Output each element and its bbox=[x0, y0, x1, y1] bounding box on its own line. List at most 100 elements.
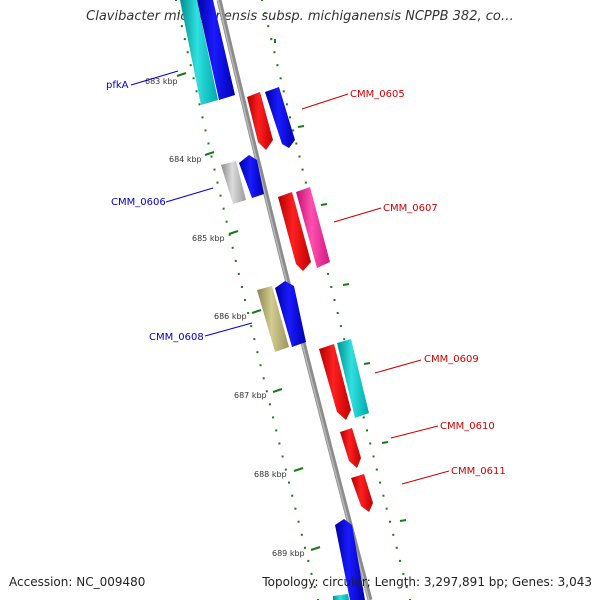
gene-cmm0610-red[interactable] bbox=[340, 428, 361, 468]
track-dot bbox=[288, 481, 290, 484]
gene-label-cmm0608[interactable]: CMM_0608 bbox=[149, 332, 204, 343]
track-dot bbox=[289, 116, 291, 119]
track-dot bbox=[330, 286, 333, 288]
track-dot bbox=[278, 442, 281, 445]
track-dot bbox=[273, 51, 276, 54]
track-dot bbox=[399, 559, 401, 562]
accession-text: Accession: NC_009480 bbox=[9, 575, 146, 589]
track-dot bbox=[259, 364, 262, 367]
track-dot bbox=[336, 312, 339, 314]
gene-label-cmm0611[interactable]: CMM_0611 bbox=[451, 466, 506, 477]
track-dot bbox=[297, 520, 300, 523]
gene-labels: pfkA CMM_0605 CMM_0606 CMM_0607 CMM_0608… bbox=[106, 80, 506, 477]
gene-cmm0605-blue[interactable] bbox=[265, 87, 295, 148]
track-dot bbox=[369, 442, 372, 445]
track-dot bbox=[281, 455, 284, 458]
track-dot bbox=[222, 207, 225, 210]
track-dot bbox=[339, 325, 342, 328]
gene-cmm0608-blue[interactable] bbox=[275, 281, 306, 347]
kbp-label: 684 kbp bbox=[169, 155, 202, 164]
gene-label-pfkA[interactable]: pfkA bbox=[106, 80, 129, 91]
track-dot bbox=[310, 572, 313, 575]
track-dot bbox=[264, 12, 267, 14]
gene-cmm0605-red[interactable] bbox=[247, 92, 273, 150]
kbp-tick bbox=[310, 546, 321, 551]
left-track bbox=[175, 0, 319, 600]
gene-cmm0612-blue[interactable] bbox=[335, 519, 365, 600]
track-dot bbox=[216, 181, 219, 184]
gene-cmm0609-cyan[interactable] bbox=[337, 339, 369, 418]
kbp-tick bbox=[176, 72, 187, 77]
gene-pfkA-cyan[interactable] bbox=[180, 0, 218, 105]
track-dot bbox=[262, 377, 265, 380]
track-dot bbox=[395, 546, 398, 549]
right-ticks bbox=[274, 39, 407, 522]
track-dot bbox=[385, 507, 388, 510]
kbp-label: 686 kbp bbox=[214, 312, 247, 321]
track-dot bbox=[343, 338, 346, 341]
gene-bottom-cyan[interactable] bbox=[333, 594, 349, 600]
track-dot bbox=[201, 116, 204, 119]
gene-label-cmm0606[interactable]: CMM_0606 bbox=[111, 197, 166, 208]
gene-cmm0606-gray[interactable] bbox=[221, 161, 246, 204]
kbp-tick bbox=[228, 230, 239, 235]
gene-cmm0607-magenta[interactable] bbox=[296, 187, 330, 268]
track-dot bbox=[231, 246, 234, 249]
kbp-tick bbox=[251, 309, 262, 314]
track-dot bbox=[333, 299, 336, 301]
track-dot bbox=[301, 168, 304, 171]
track-dot bbox=[270, 38, 273, 41]
track-dot bbox=[295, 142, 298, 145]
kbp-label: 683 kbp bbox=[145, 77, 178, 86]
track-dot bbox=[327, 272, 330, 275]
track-dot bbox=[268, 403, 271, 406]
kbp-tick bbox=[204, 151, 215, 156]
track-dot bbox=[379, 481, 382, 484]
track-dot bbox=[292, 129, 295, 132]
track-dot bbox=[300, 533, 303, 536]
track-dot bbox=[250, 325, 253, 328]
track-dot bbox=[261, 0, 263, 1]
kbp-tick bbox=[272, 388, 283, 393]
kbp-label: 685 kbp bbox=[192, 234, 225, 243]
gene-cmm0609-red[interactable] bbox=[319, 344, 351, 420]
track-dot bbox=[279, 77, 282, 80]
track-dot bbox=[405, 586, 408, 588]
track-dot bbox=[267, 25, 270, 28]
gene-cmm0607-red[interactable] bbox=[278, 192, 311, 271]
track-dot bbox=[207, 142, 210, 145]
gene-label-cmm0605[interactable]: CMM_0605 bbox=[350, 89, 405, 100]
track-dot bbox=[285, 103, 288, 106]
gene-cmm0608-olive[interactable] bbox=[257, 286, 289, 352]
gene-label-cmm0609[interactable]: CMM_0609 bbox=[424, 354, 479, 365]
track-dot bbox=[382, 494, 385, 497]
track-dot bbox=[392, 533, 395, 536]
track-dot bbox=[275, 429, 278, 432]
gene-pfkA-blue[interactable] bbox=[197, 0, 235, 100]
kbp-label: 688 kbp bbox=[254, 470, 287, 479]
kbp-label: 687 kbp bbox=[234, 391, 267, 400]
track-dot bbox=[362, 416, 365, 419]
gene-cmm0611-red[interactable] bbox=[351, 474, 373, 512]
track-dot bbox=[304, 181, 307, 184]
track-dot bbox=[177, 12, 180, 14]
genome-summary-text: Topology: circular; Length: 3,297,891 bp… bbox=[262, 575, 592, 589]
track-dot bbox=[313, 586, 316, 588]
track-dot bbox=[276, 64, 279, 67]
track-dot bbox=[372, 455, 375, 458]
kbp-tick bbox=[293, 467, 304, 472]
track-dot bbox=[294, 507, 297, 510]
gene-label-cmm0610[interactable]: CMM_0610 bbox=[440, 421, 495, 432]
track-dot bbox=[402, 572, 405, 575]
kbp-label: 689 kbp bbox=[272, 549, 305, 558]
track-dot bbox=[189, 64, 192, 67]
track-dot bbox=[213, 168, 216, 171]
track-dot bbox=[282, 90, 285, 93]
leader-lines bbox=[130, 70, 450, 485]
track-dot bbox=[225, 220, 228, 223]
track-dot bbox=[265, 390, 268, 393]
track-dot bbox=[219, 194, 222, 197]
gene-label-cmm0607[interactable]: CMM_0607 bbox=[383, 203, 438, 214]
gene-cmm0606-blue[interactable] bbox=[239, 155, 264, 198]
